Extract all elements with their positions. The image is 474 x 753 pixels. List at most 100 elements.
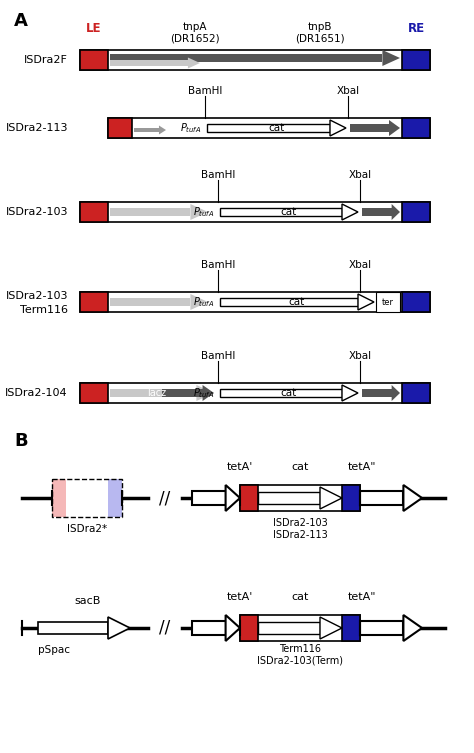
Bar — [52, 479, 122, 517]
Bar — [258, 492, 320, 504]
Bar — [207, 123, 330, 133]
Text: $P_{tufA}$: $P_{tufA}$ — [180, 121, 201, 135]
Bar — [240, 485, 258, 511]
Text: A: A — [14, 12, 28, 30]
Text: //: // — [159, 489, 171, 507]
Text: BamHI: BamHI — [201, 351, 235, 361]
Bar — [402, 118, 430, 138]
Bar — [80, 383, 430, 403]
Bar — [52, 479, 122, 517]
Bar — [110, 298, 191, 306]
Text: ISDra2-104: ISDra2-104 — [5, 388, 68, 398]
Bar — [220, 389, 342, 397]
Text: tetA': tetA' — [227, 592, 253, 602]
Bar — [108, 118, 132, 138]
Polygon shape — [159, 126, 166, 135]
Polygon shape — [191, 294, 208, 310]
Bar — [80, 202, 108, 222]
Polygon shape — [403, 485, 422, 511]
Bar — [108, 118, 430, 138]
Text: $P_{tufA}$: $P_{tufA}$ — [192, 386, 214, 400]
Text: B: B — [14, 432, 27, 450]
Polygon shape — [330, 120, 346, 136]
Text: cat: cat — [289, 297, 305, 307]
Text: XbaI: XbaI — [348, 260, 372, 270]
Text: BamHI: BamHI — [201, 260, 235, 270]
Polygon shape — [358, 294, 374, 310]
Bar — [110, 54, 383, 62]
Text: tetA": tetA" — [348, 592, 376, 602]
Text: ISDra2-103
ISDra2-113: ISDra2-103 ISDra2-113 — [273, 518, 328, 540]
Text: RE: RE — [408, 22, 425, 35]
Bar — [80, 50, 108, 70]
Text: Term116
ISDra2-103(Term): Term116 ISDra2-103(Term) — [257, 644, 343, 666]
Bar — [220, 208, 342, 216]
Text: cat: cat — [292, 592, 309, 602]
Bar — [110, 208, 191, 216]
Bar — [402, 50, 430, 70]
Bar — [134, 128, 159, 133]
Polygon shape — [392, 385, 400, 401]
Text: tnpA
(DR1652): tnpA (DR1652) — [170, 22, 220, 44]
Polygon shape — [196, 385, 214, 401]
Bar — [402, 202, 430, 222]
Bar — [52, 479, 66, 517]
Text: ISDra2-103: ISDra2-103 — [6, 207, 68, 217]
Bar — [362, 389, 392, 397]
Bar — [38, 622, 108, 634]
Bar — [402, 383, 430, 403]
Bar — [80, 292, 430, 312]
Text: BamHI: BamHI — [201, 170, 235, 180]
Polygon shape — [403, 615, 422, 641]
Text: tetA": tetA" — [348, 462, 376, 472]
Bar — [342, 485, 360, 511]
Text: ISDra2-103: ISDra2-103 — [6, 291, 68, 301]
Bar — [162, 389, 202, 397]
Polygon shape — [320, 617, 342, 639]
Polygon shape — [202, 385, 214, 401]
Polygon shape — [342, 385, 358, 401]
Bar — [402, 292, 430, 312]
Bar — [192, 621, 226, 635]
Text: ISDra2F: ISDra2F — [24, 55, 68, 65]
Text: $P_{tufA}$: $P_{tufA}$ — [192, 295, 214, 309]
Bar — [240, 615, 360, 641]
Text: $P_{tufA}$: $P_{tufA}$ — [192, 205, 214, 219]
Polygon shape — [389, 120, 400, 136]
Polygon shape — [226, 615, 240, 641]
Text: XbaI: XbaI — [348, 170, 372, 180]
Text: ter: ter — [382, 297, 394, 306]
Polygon shape — [108, 617, 130, 639]
Polygon shape — [383, 50, 400, 66]
Bar — [80, 292, 108, 312]
Bar — [80, 202, 430, 222]
Text: XbaI: XbaI — [348, 351, 372, 361]
Text: pSpac: pSpac — [38, 645, 70, 655]
Bar — [342, 615, 360, 641]
Text: cat: cat — [292, 462, 309, 472]
Text: cat: cat — [281, 388, 297, 398]
Polygon shape — [188, 57, 200, 69]
Bar — [362, 208, 392, 216]
Bar — [220, 298, 358, 306]
Bar — [258, 622, 320, 634]
Bar — [110, 60, 188, 66]
Text: //: // — [159, 619, 171, 637]
Text: cat: cat — [268, 123, 284, 133]
Text: tetA': tetA' — [227, 462, 253, 472]
Polygon shape — [342, 204, 358, 220]
Text: cat: cat — [281, 207, 297, 217]
Bar — [240, 615, 258, 641]
Bar — [192, 491, 226, 505]
Text: tnpB
(DR1651): tnpB (DR1651) — [295, 22, 345, 44]
Bar — [376, 292, 400, 312]
Polygon shape — [320, 487, 342, 509]
Bar — [80, 383, 108, 403]
Polygon shape — [226, 485, 240, 511]
Polygon shape — [191, 204, 208, 220]
Bar — [350, 123, 389, 133]
Text: BamHI: BamHI — [188, 86, 222, 96]
Polygon shape — [392, 204, 400, 220]
Text: lacz: lacz — [147, 388, 166, 398]
Bar — [240, 485, 360, 511]
